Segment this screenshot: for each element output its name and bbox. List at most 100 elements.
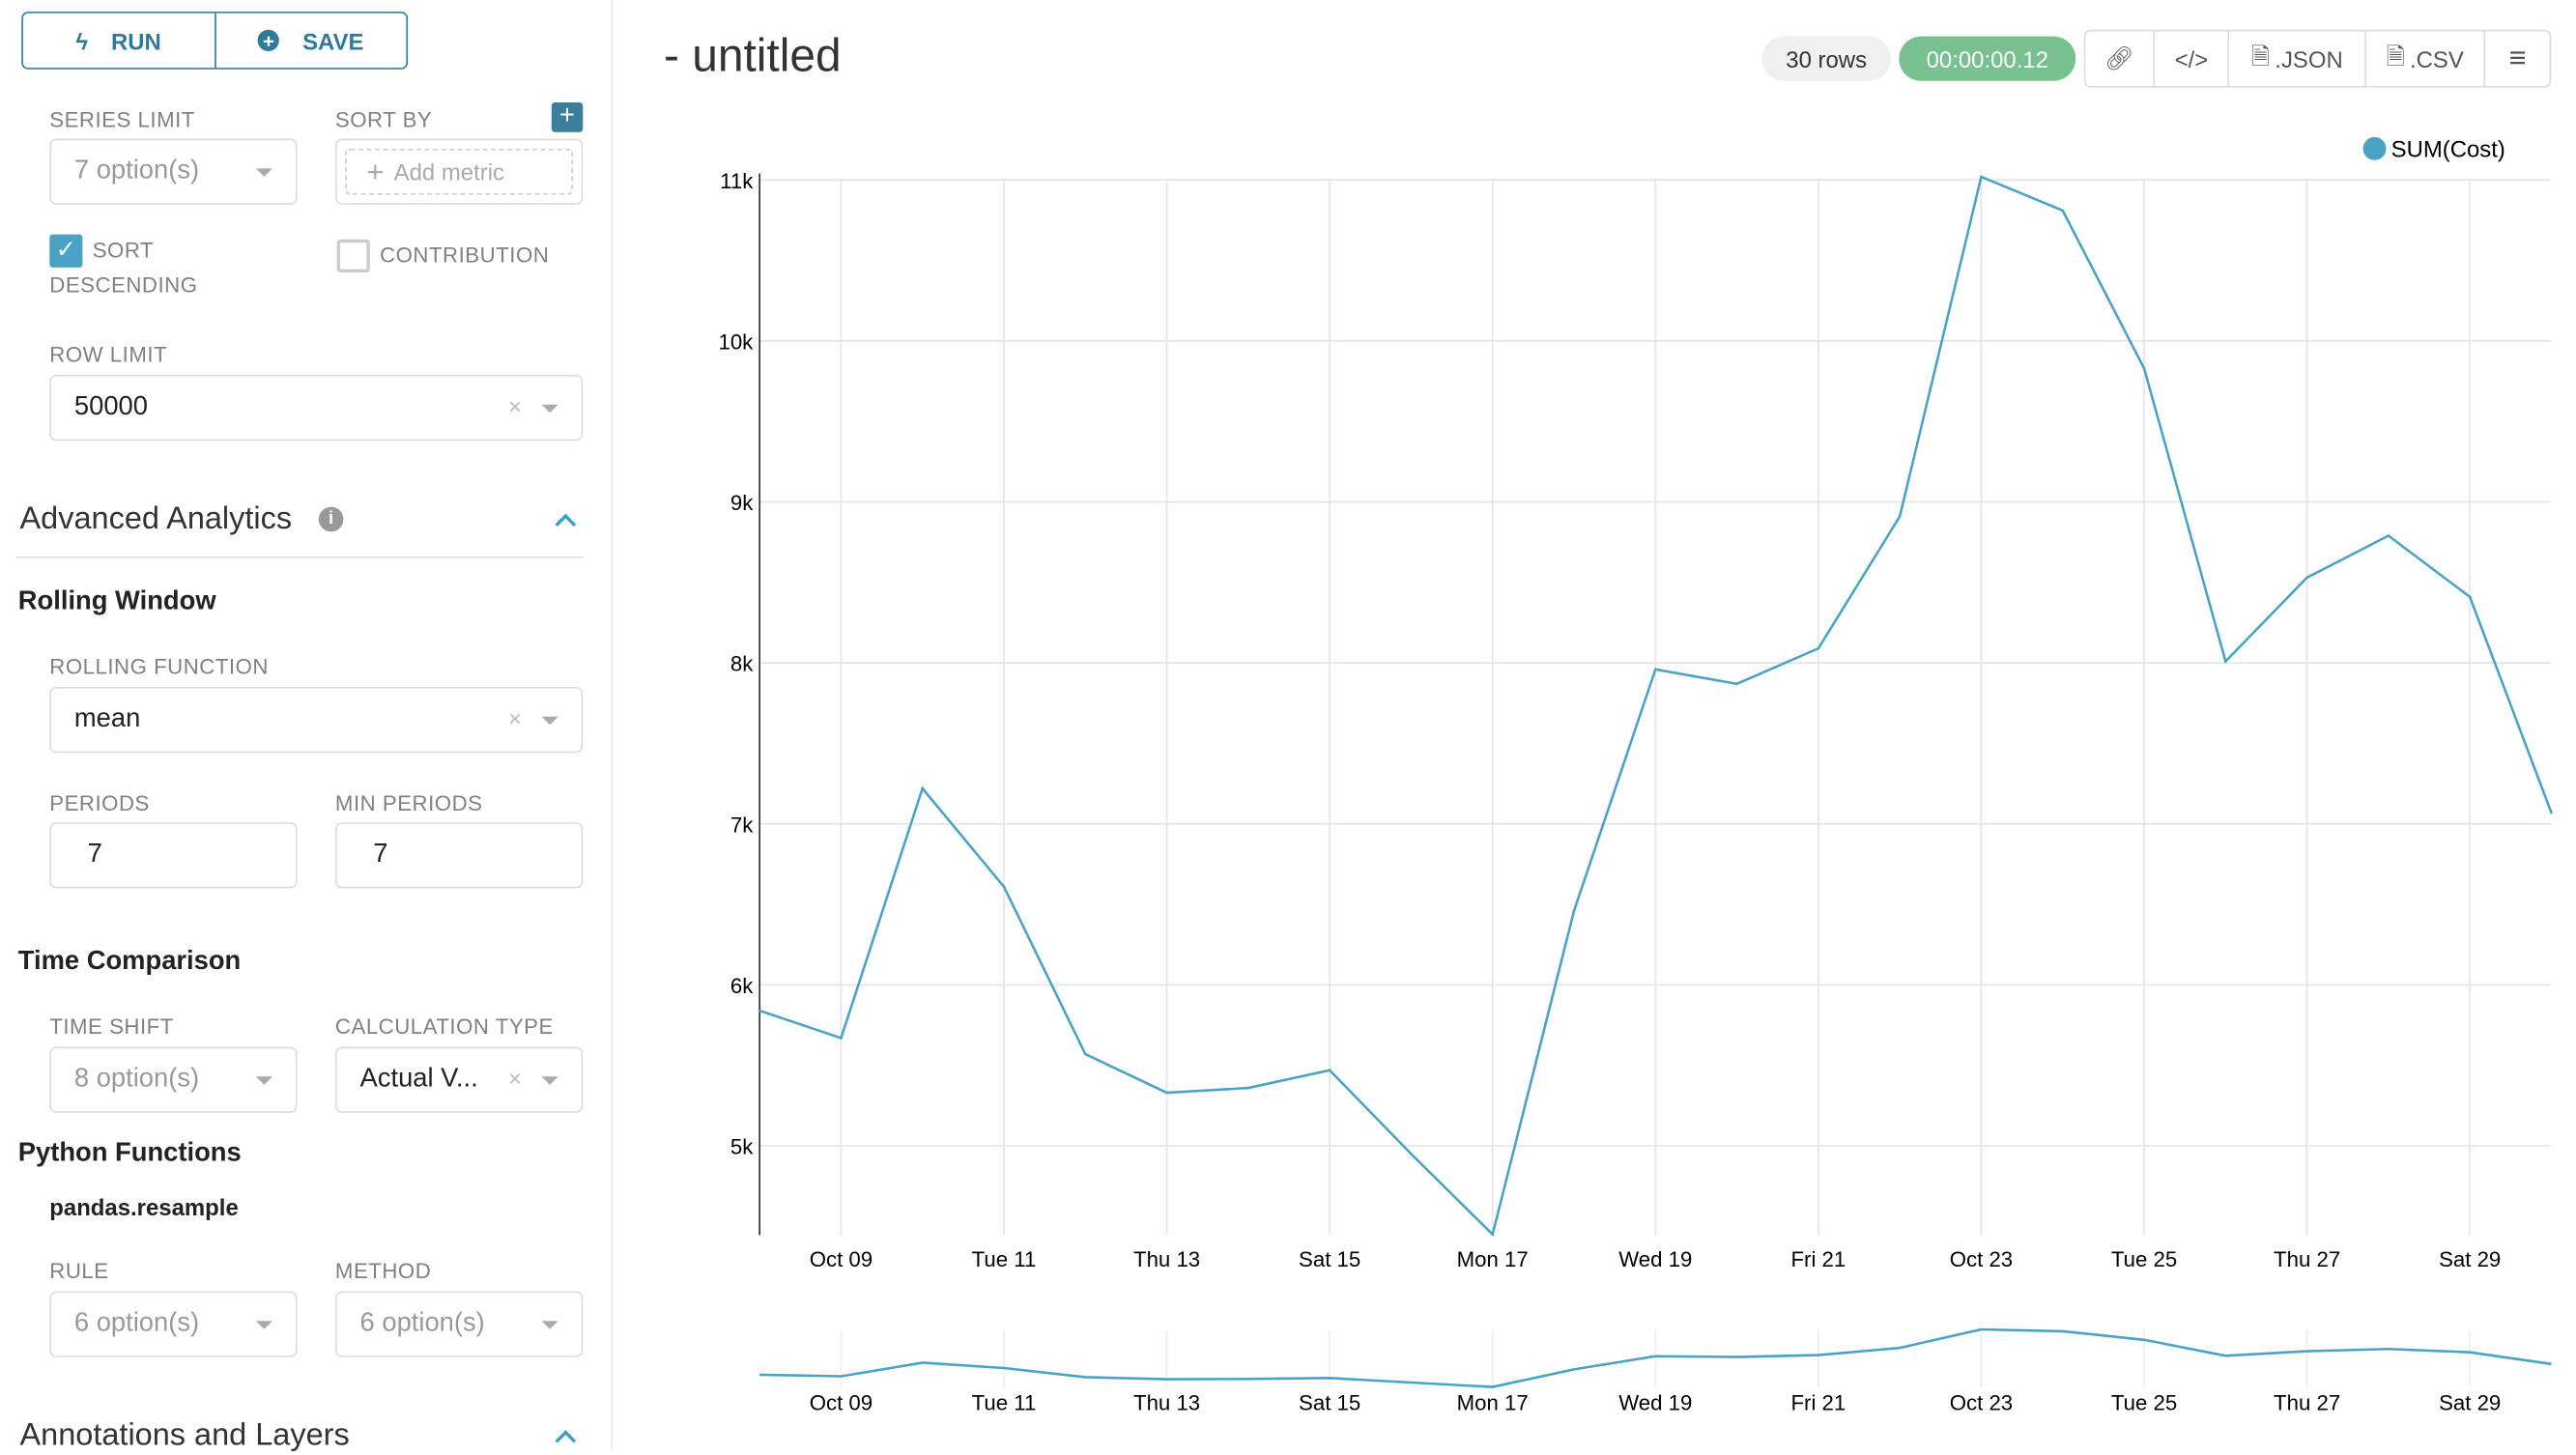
periods-input[interactable]: 7 <box>49 822 298 889</box>
rule-select[interactable]: 6 option(s) <box>49 1291 298 1357</box>
data-point <box>2550 811 2553 814</box>
advanced-analytics-heading[interactable]: Advanced Analytics <box>19 501 293 537</box>
file-text-icon: 🗎 <box>2386 42 2405 69</box>
plus-circle-icon: + <box>257 29 280 52</box>
caret-down-icon <box>255 1076 272 1085</box>
sidebar-divider <box>611 0 614 1450</box>
caret-down-icon <box>541 716 558 726</box>
brush-x-tick-label: Thu 13 <box>1133 1390 1200 1414</box>
sort-descending-label-2: DESCENDING <box>49 271 198 298</box>
sort-descending-checkbox[interactable]: ✓ <box>49 234 83 268</box>
time-comparison-heading: Time Comparison <box>17 947 242 977</box>
y-tick-label: 8k <box>730 652 754 676</box>
hamburger-icon: ≡ <box>2508 41 2527 74</box>
sort-by-field[interactable]: + Add metric <box>334 138 584 205</box>
data-point <box>2142 366 2146 370</box>
rule-label: RULE <box>49 1258 109 1283</box>
clear-icon[interactable]: × <box>508 392 523 420</box>
rolling-function-select[interactable]: mean × <box>49 686 584 754</box>
run-button[interactable]: ϟ RUN <box>75 27 161 54</box>
rolling-function-label: ROLLING FUNCTION <box>49 653 269 679</box>
min-periods-input[interactable]: 7 <box>334 822 584 889</box>
contribution-checkbox[interactable] <box>336 239 370 272</box>
x-tick-label: Thu 27 <box>2274 1247 2340 1271</box>
rolling-window-heading: Rolling Window <box>17 587 216 616</box>
link-button[interactable]: 🔗︎ <box>2085 31 2153 85</box>
clear-icon[interactable]: × <box>508 1065 523 1092</box>
brush-x-tick-label: Mon 17 <box>1457 1390 1529 1414</box>
code-icon: </> <box>2174 44 2209 72</box>
y-tick-label: 9k <box>730 491 754 515</box>
brush-x-tick-label: Sat 29 <box>2439 1390 2501 1414</box>
data-point <box>1491 1233 1495 1237</box>
x-tick-label: Thu 13 <box>1133 1247 1200 1271</box>
y-tick-label: 7k <box>730 813 754 837</box>
query-timer-badge: 00:00:00.12 <box>1899 36 2076 81</box>
save-button[interactable]: + SAVE <box>214 13 406 69</box>
caret-down-icon <box>541 1076 558 1085</box>
chart-title[interactable]: - untitled <box>664 29 842 81</box>
annotations-heading[interactable]: Annotations and Layers <box>19 1418 350 1453</box>
add-sort-button[interactable]: + <box>551 101 584 132</box>
add-metric-button[interactable]: + Add metric <box>345 148 574 195</box>
data-point <box>1083 1052 1087 1056</box>
embed-button[interactable]: </> <box>2153 31 2228 86</box>
min-periods-label: MIN PERIODS <box>334 790 483 816</box>
brush-x-tick-label: Wed 19 <box>1618 1390 1692 1414</box>
brush-x-tick-label: Fri 21 <box>1790 1390 1846 1414</box>
data-point <box>1002 885 1006 889</box>
data-point <box>840 1037 843 1040</box>
data-point <box>2387 534 2390 537</box>
data-point <box>1980 175 1983 179</box>
brush-series-line <box>759 1327 2552 1388</box>
x-tick-label: Wed 19 <box>1618 1247 1692 1271</box>
file-code-icon: 🗎 <box>2250 42 2271 69</box>
series-limit-select[interactable]: 7 option(s) <box>49 138 298 205</box>
x-tick-label: Tue 25 <box>2111 1247 2177 1271</box>
legend-marker[interactable] <box>2362 136 2387 160</box>
row-limit-select[interactable]: 50000 × <box>49 374 584 442</box>
data-point <box>2468 595 2472 599</box>
export-json-button[interactable]: 🗎 .JSON <box>2228 31 2364 86</box>
series-limit-label: SERIES LIMIT <box>49 107 195 132</box>
caret-down-icon <box>541 404 558 414</box>
data-point <box>1898 515 1902 518</box>
time-shift-select[interactable]: 8 option(s) <box>49 1046 298 1113</box>
method-label: METHOD <box>334 1258 432 1283</box>
info-icon[interactable]: i <box>318 506 344 532</box>
caret-down-icon <box>255 168 272 177</box>
data-point <box>2305 576 2308 580</box>
data-point <box>2223 660 2227 663</box>
calculation-type-label: CALCULATION TYPE <box>334 1013 554 1039</box>
data-point <box>758 1009 761 1013</box>
row-count-badge: 30 rows <box>1761 36 1891 81</box>
caret-down-icon <box>255 1321 272 1329</box>
calculation-type-select[interactable]: Actual V... × <box>334 1046 584 1113</box>
data-point <box>921 786 925 790</box>
y-tick-label: 5k <box>730 1135 754 1159</box>
x-tick-label: Tue 11 <box>972 1247 1037 1271</box>
data-point <box>2061 209 2065 213</box>
time-shift-label: TIME SHIFT <box>49 1013 174 1039</box>
pandas-resample-label: pandas.resample <box>49 1193 239 1220</box>
brush-x-tick-label: Tue 11 <box>972 1390 1037 1414</box>
brush-x-tick-label: Sat 15 <box>1299 1390 1360 1414</box>
periods-label: PERIODS <box>49 790 150 816</box>
method-select[interactable]: 6 option(s) <box>334 1291 584 1357</box>
export-csv-button[interactable]: 🗎 .CSV <box>2363 31 2484 86</box>
brush-x-tick-label: Tue 25 <box>2111 1390 2177 1414</box>
link-icon: 🔗︎ <box>2104 44 2134 71</box>
brush-x-tick-label: Oct 09 <box>810 1390 873 1414</box>
x-tick-label: Sat 29 <box>2439 1247 2501 1271</box>
data-point <box>1572 909 1576 913</box>
caret-down-icon <box>541 1321 558 1329</box>
menu-button[interactable]: ≡ <box>2483 31 2550 86</box>
contribution-label: CONTRIBUTION <box>380 242 550 268</box>
data-point <box>1410 1153 1413 1155</box>
sort-by-label: SORT BY <box>334 107 433 132</box>
legend-label[interactable]: SUM(Cost) <box>2391 136 2505 162</box>
x-tick-label: Sat 15 <box>1299 1247 1360 1271</box>
y-tick-label: 6k <box>730 974 754 998</box>
x-tick-label: Oct 23 <box>1950 1247 2013 1271</box>
clear-icon[interactable]: × <box>508 704 523 732</box>
